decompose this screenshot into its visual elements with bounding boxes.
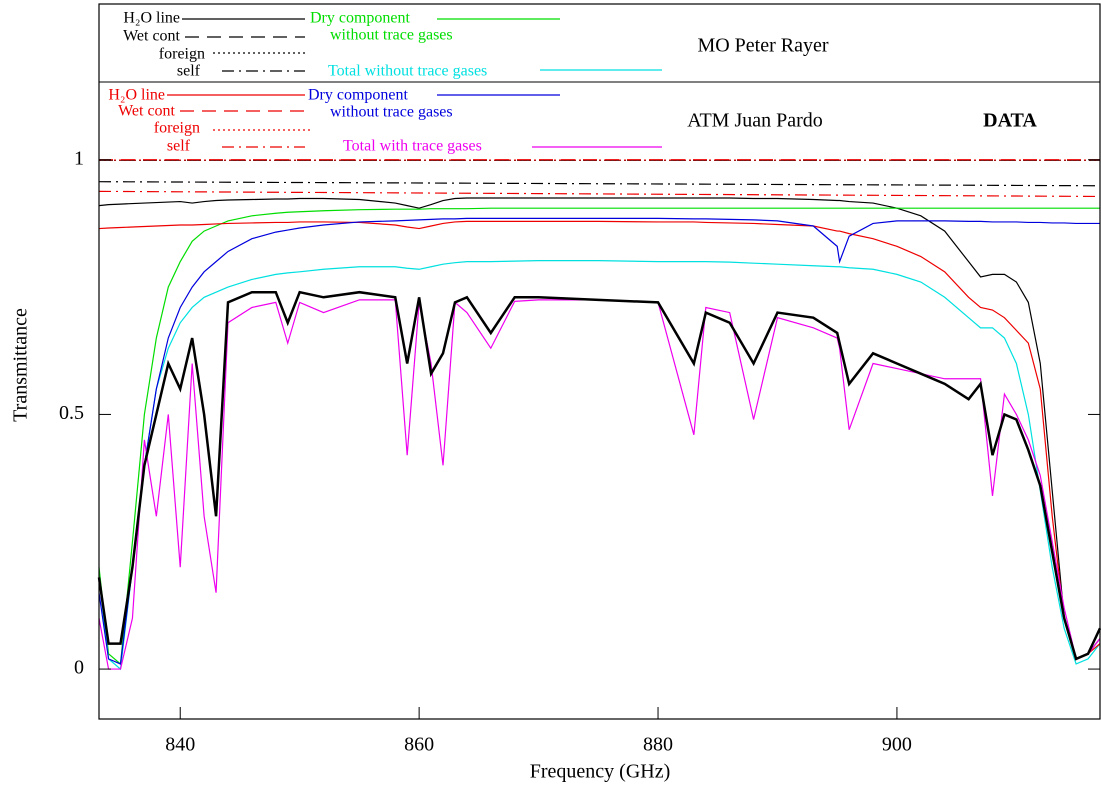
legend-subtitle: without trace gases <box>330 27 453 44</box>
x-tick-label: 860 <box>404 734 434 756</box>
series-line <box>98 181 1101 187</box>
series-line <box>98 197 1101 660</box>
series-line <box>98 260 1101 671</box>
legend-label: Dry component <box>310 10 411 27</box>
x-tick-label: 880 <box>643 734 673 756</box>
legend-label: Wet cont <box>123 28 180 45</box>
legend-label: Total without trace gases <box>328 63 487 80</box>
y-axis-label: Transmittance <box>10 308 32 422</box>
series-line <box>98 220 1101 660</box>
series-line <box>98 207 1100 666</box>
series-line <box>98 217 1100 665</box>
panel-label: ATM Juan Pardo <box>687 110 823 132</box>
data-label: DATA <box>983 110 1037 132</box>
legend-label: self <box>177 63 201 80</box>
legend-label: Dry component <box>308 87 409 104</box>
y-tick-label: 0 <box>74 657 84 679</box>
legend-label: H₂O line <box>108 87 165 104</box>
legend-label: Wet cont <box>118 103 175 120</box>
x-axis-label: Frequency (GHz) <box>530 761 671 783</box>
y-tick-label: 1 <box>74 147 84 169</box>
legend-subtitle: without trace gases <box>330 104 453 121</box>
series-line <box>98 190 1101 198</box>
legend-label: foreign <box>154 120 200 137</box>
legend-label: foreign <box>159 46 205 63</box>
x-tick-label: 900 <box>882 734 912 756</box>
series-line <box>98 299 1101 670</box>
plot-frame <box>98 3 1101 720</box>
legend-label: H₂O line <box>123 10 180 27</box>
y-tick-label: 0.5 <box>59 402 84 424</box>
panel-label: MO Peter Rayer <box>697 35 828 57</box>
legend-label: self <box>167 138 191 155</box>
series-line <box>97 290 1101 661</box>
legend-label: Total with trace gases <box>343 138 482 155</box>
x-tick-label: 840 <box>165 734 195 756</box>
